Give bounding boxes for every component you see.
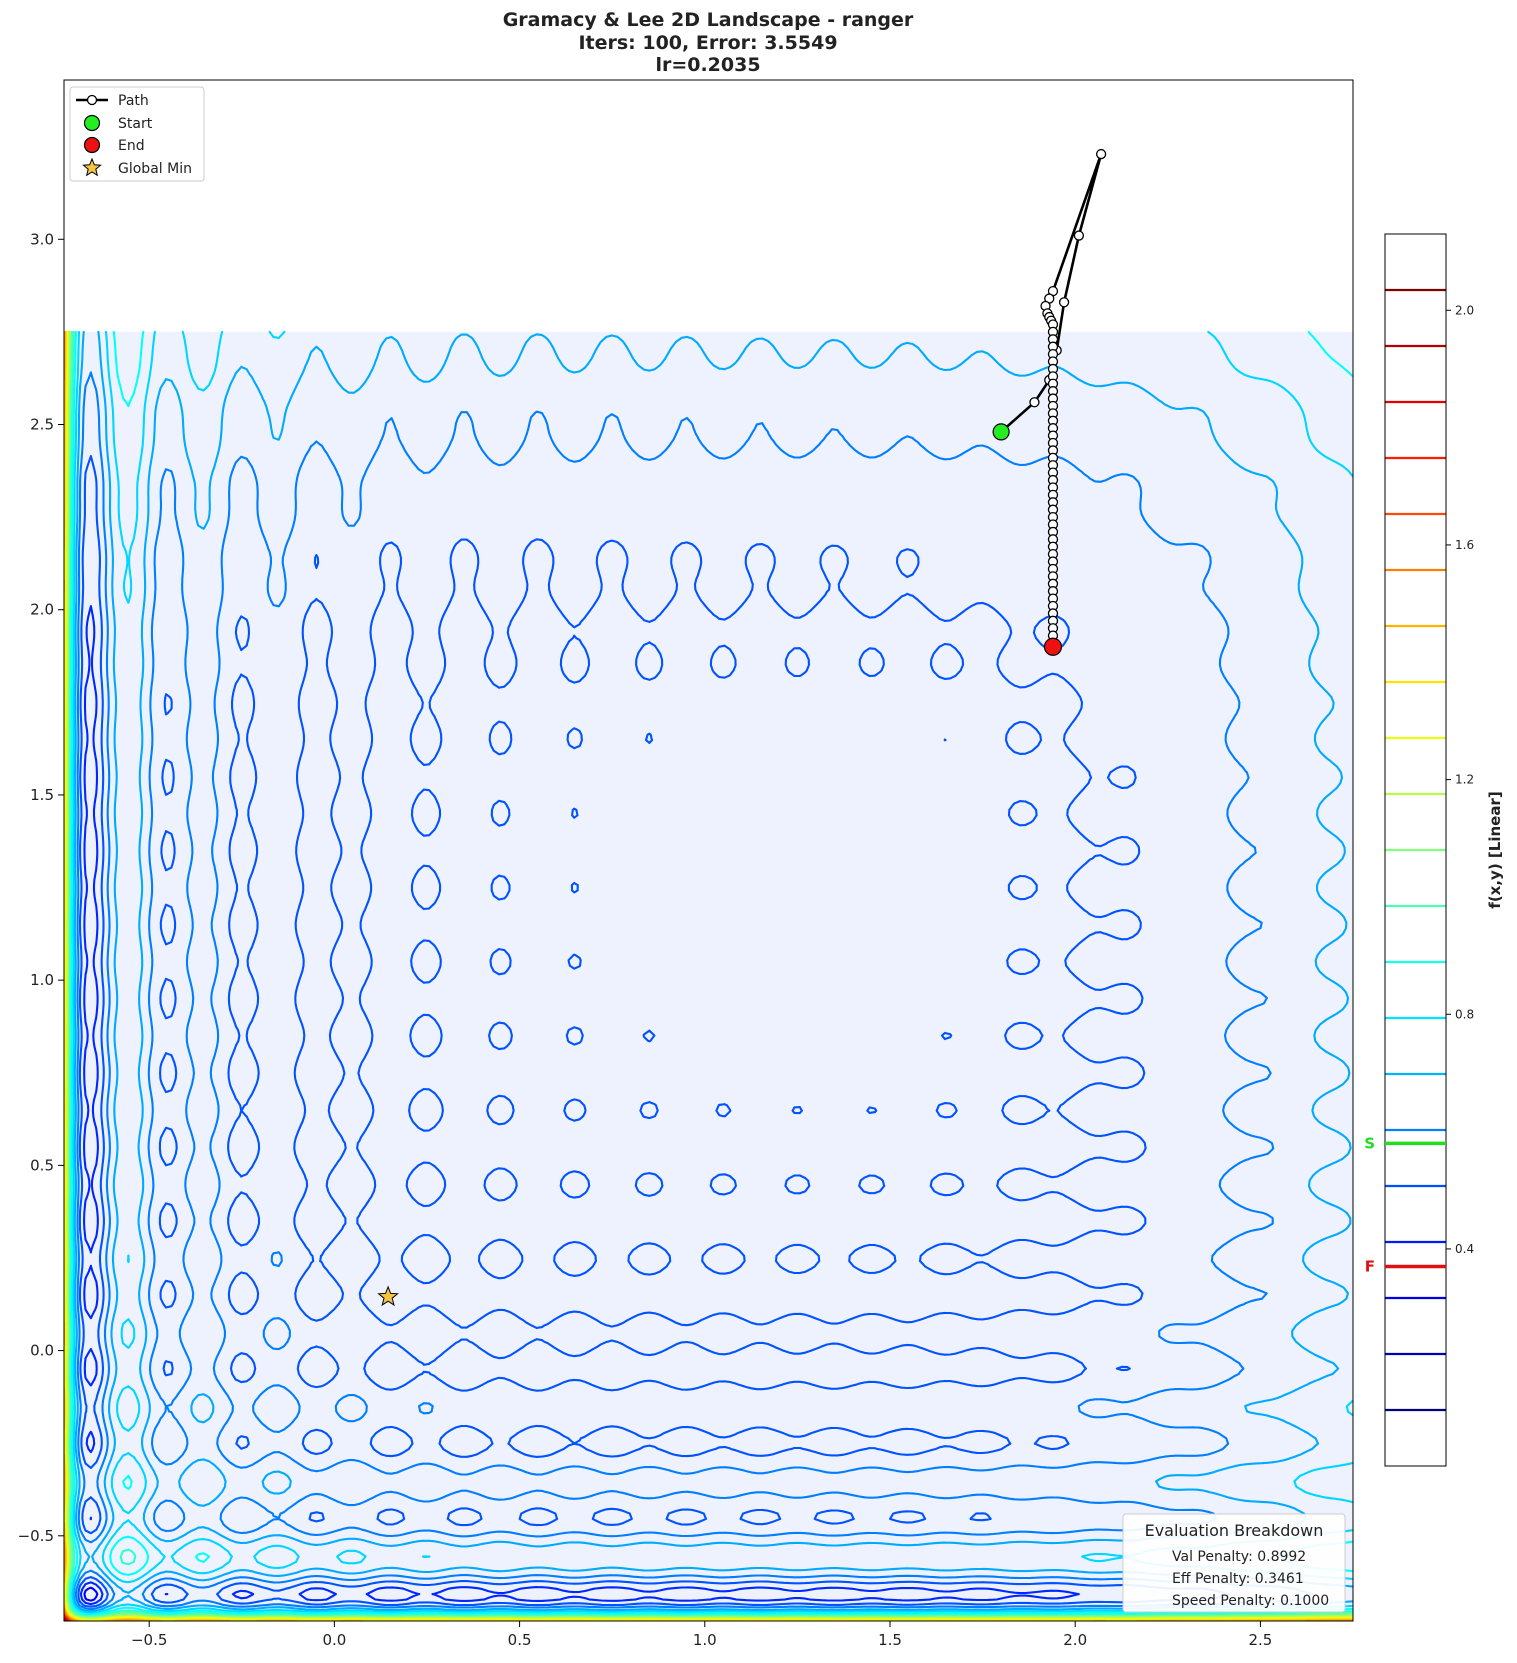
path-point: [1073, 230, 1085, 241]
evaluation-eff-penalty: Eff Penalty: 0.3461: [1172, 1571, 1304, 1587]
contour-level-0: [83, 1586, 99, 1602]
contour-level-3: [74, 371, 1314, 1611]
colorbar-tick-label: 2.0: [1455, 303, 1474, 317]
colorbar-tick-label: 0.8: [1455, 1007, 1474, 1021]
legend-star-icon: [82, 157, 102, 177]
y-tick-label: −0.5: [18, 1527, 54, 1545]
legend-label-start: Start: [118, 116, 153, 132]
colorbar-markers: SF: [1364, 1134, 1446, 1276]
contour-level-2: [77, 455, 1230, 1608]
end-marker: [1043, 637, 1063, 656]
evaluation-box: [1122, 1513, 1346, 1613]
x-tick-label: −0.5: [131, 1631, 167, 1649]
contour-level-4: [72, 330, 1353, 1613]
y-tick-label: 1.5: [30, 786, 54, 804]
colorbar-marker-letter: F: [1365, 1258, 1375, 1276]
chart-title-line-2: Iters: 100, Error: 3.5549: [578, 32, 837, 54]
x-tick-label: 2.5: [1248, 1631, 1272, 1649]
x-tick-label: 0.0: [322, 1631, 346, 1649]
colorbar-levels: [1385, 288, 1446, 1412]
colorbar-marker-letter: S: [1364, 1134, 1375, 1152]
global-min-star-icon: [377, 1285, 399, 1307]
x-tick-label: 2.0: [1063, 1631, 1087, 1649]
evaluation-title: Evaluation Breakdown: [1145, 1521, 1324, 1540]
x-axis: −0.5 0.0 0.5 1.0 1.5 2.0 2.5: [131, 1621, 1272, 1649]
colorbar-tick-label: 1.2: [1455, 773, 1474, 787]
legend-label-end: End: [118, 138, 145, 154]
y-tick-label: 1.0: [30, 971, 54, 989]
colorbar-frame: [1384, 233, 1447, 1467]
legend-entry-end: End: [83, 136, 145, 154]
optimizer-path: [377, 148, 1107, 1307]
evaluation-speed-penalty: Speed Penalty: 0.1000: [1172, 1593, 1329, 1609]
chart-title-line-3: lr=0.2035: [655, 54, 760, 76]
colorbar-ticks: 0.4 0.8 1.2 1.6 2.0: [1446, 303, 1474, 1256]
contour-surface: [64, 330, 1353, 1621]
path-point: [1029, 397, 1040, 408]
y-tick-label: 0.0: [30, 1342, 54, 1360]
path-point: [1058, 297, 1070, 308]
colorbar-tick-label: 1.6: [1455, 538, 1474, 552]
contour-level-1: [79, 605, 1080, 1606]
x-tick-label: 0.5: [508, 1631, 532, 1649]
chart-title-line-1: Gramacy & Lee 2D Landscape - ranger: [503, 9, 914, 31]
evaluation-val-penalty: Val Penalty: 0.8992: [1172, 1549, 1306, 1565]
plot-frame: [63, 79, 1354, 1622]
colorbar-label: f(x,y) [Linear]: [1486, 791, 1504, 908]
y-tick-label: 2.5: [30, 416, 54, 434]
x-tick-label: 1.0: [693, 1631, 717, 1649]
start-marker: [992, 423, 1010, 441]
legend-entry-global-min: Global Min: [82, 157, 192, 177]
y-tick-label: 2.0: [30, 601, 54, 619]
legend-path-marker: [86, 94, 98, 106]
path-point: [1095, 148, 1107, 160]
legend-end-marker: [83, 136, 101, 154]
legend-box: [69, 86, 205, 182]
surface-tint: [64, 331, 1353, 1621]
legend-label-global-min: Global Min: [118, 161, 192, 177]
y-axis: −0.5 0.0 0.5 1.0 1.5 2.0 2.5 3.0: [18, 230, 64, 1545]
x-tick-label: 1.5: [878, 1631, 902, 1649]
colorbar: 0.40.81.21.62.0 SF f(x,y) [Linear]: [1364, 233, 1504, 1467]
evaluation-breakdown: Evaluation Breakdown Val Penalty: 0.8992…: [1122, 1513, 1346, 1613]
legend-entry-path: Path: [76, 93, 149, 109]
plot-area: [64, 80, 1353, 1621]
legend-start-marker: [83, 114, 101, 132]
y-tick-label: 0.5: [30, 1156, 54, 1174]
legend: Path Start End Global Min: [69, 86, 205, 182]
legend-label-path: Path: [118, 93, 149, 109]
colorbar-tick-label: 0.4: [1455, 1242, 1474, 1256]
legend-entry-start: Start: [83, 114, 153, 132]
y-tick-label: 3.0: [30, 230, 54, 248]
